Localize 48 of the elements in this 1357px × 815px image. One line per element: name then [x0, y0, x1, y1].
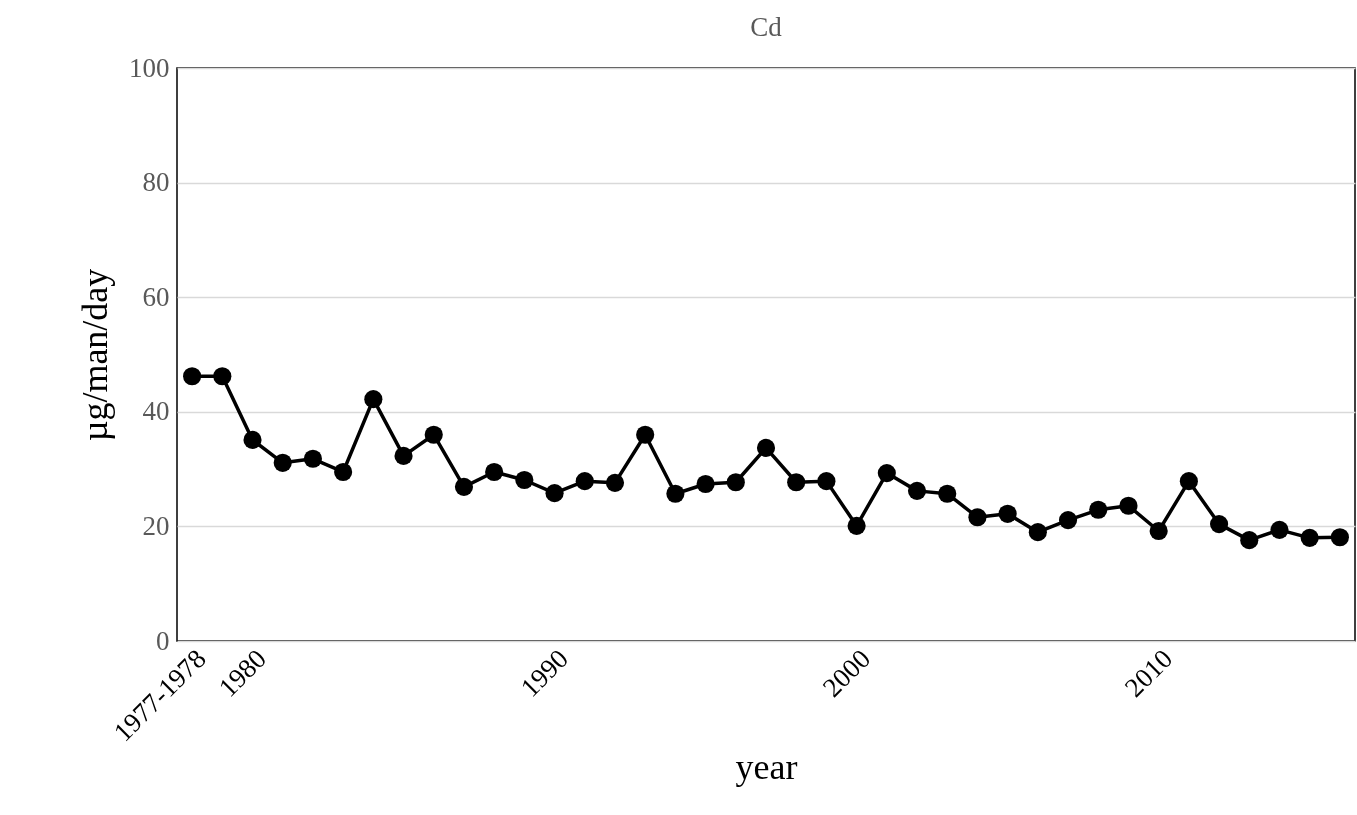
point: [1028, 523, 1047, 542]
chart-title: Cd: [750, 12, 783, 42]
point: [394, 446, 413, 465]
point: [273, 453, 292, 472]
point: [605, 473, 625, 492]
point: [968, 508, 987, 527]
point: [666, 484, 685, 503]
point: [1119, 496, 1138, 515]
point: [787, 473, 806, 492]
point: [454, 477, 474, 496]
y-tick-label: 80: [142, 167, 170, 198]
point: [575, 472, 594, 491]
point: [545, 484, 564, 503]
point: [1330, 528, 1349, 547]
x-axis-title: year: [735, 746, 798, 787]
point: [213, 367, 232, 386]
y-tick-label: 40: [142, 396, 170, 427]
point: [485, 462, 504, 482]
y-tick-label: 0: [156, 625, 170, 656]
point: [1089, 500, 1108, 519]
point: [1149, 521, 1168, 541]
point: [938, 484, 957, 503]
y-tick-label: 20: [142, 510, 170, 541]
point: [1300, 528, 1319, 547]
point: [1058, 511, 1078, 530]
y-tick-label: 60: [142, 281, 170, 312]
point: [726, 473, 745, 492]
point: [1240, 531, 1259, 550]
point: [1270, 520, 1289, 539]
point: [303, 449, 323, 468]
y-tick-label: 100: [129, 52, 170, 83]
point: [183, 367, 202, 386]
point: [1179, 472, 1198, 491]
point: [998, 504, 1017, 523]
point: [364, 390, 383, 409]
point: [907, 481, 927, 500]
point: [877, 464, 896, 483]
point: [1209, 515, 1229, 534]
point: [334, 462, 353, 482]
y-axis-title: µg/man/day: [75, 268, 115, 442]
point: [424, 425, 443, 444]
point: [696, 474, 715, 494]
point: [515, 470, 534, 490]
point: [756, 438, 776, 457]
point: [243, 430, 262, 449]
point: [817, 472, 836, 491]
point: [636, 425, 655, 444]
point: [847, 516, 866, 535]
